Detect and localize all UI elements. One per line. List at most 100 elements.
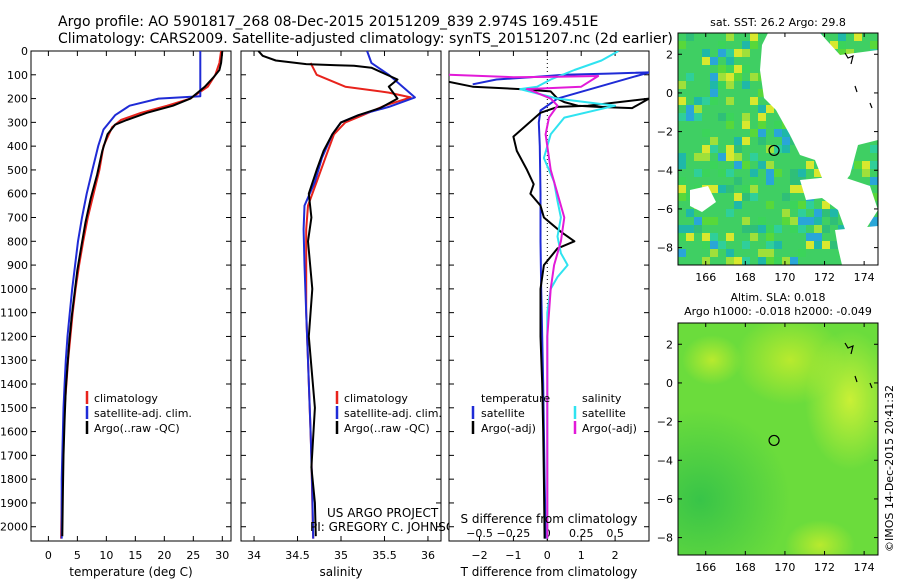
x-tick-label: 34.5 — [285, 549, 310, 562]
salinity-legend: climatology satellite-adj. clim. Argo(..… — [335, 391, 442, 435]
legend-header-salinity: salinity — [582, 392, 622, 405]
sst-cell — [790, 225, 798, 233]
x-tick-label: 10 — [99, 549, 113, 562]
temperature-panel: 0100200300400500600700800900100011001200… — [0, 45, 232, 579]
sst-cell — [742, 161, 750, 169]
sst-cell — [814, 209, 822, 217]
map-y-tick-label: −2 — [657, 416, 673, 429]
y-tick-label: 1800 — [0, 473, 28, 486]
sst-cell — [822, 225, 830, 233]
sst-cell — [766, 249, 774, 257]
sst-cell — [806, 161, 814, 169]
map-y-tick-label: −6 — [657, 493, 673, 506]
sst-map-frame — [677, 32, 879, 266]
sst-cell — [710, 161, 718, 169]
sst-cell — [830, 41, 838, 49]
sst-cell — [710, 73, 718, 81]
sst-cell — [774, 169, 782, 177]
sst-cell — [806, 201, 814, 209]
sst-cell — [742, 185, 750, 193]
sst-cell — [734, 161, 742, 169]
map-x-tick-label: 172 — [814, 561, 835, 574]
sst-cell — [758, 161, 766, 169]
y-tick-label: 1700 — [0, 449, 28, 462]
sst-cell — [838, 33, 846, 41]
salinity-x-axis: 34 34.5 35 35.5 36 — [241, 50, 441, 562]
x-tick-label: 1 — [578, 549, 585, 562]
x-tick-label: 5 — [74, 549, 81, 562]
sst-cell — [870, 145, 878, 153]
s-diff-tick-label: 0.5 — [606, 527, 624, 540]
sla-map-axes: 166 168 170 172 174 2 0 −2 −4 −6 −8 — [657, 323, 878, 574]
sst-cell — [710, 81, 718, 89]
sst-cell — [710, 241, 718, 249]
sst-cell — [742, 257, 750, 265]
series-line-argo-raw-qc- — [257, 51, 399, 537]
sst-cell — [766, 169, 774, 177]
sst-cell — [798, 209, 806, 217]
sst-cell — [790, 257, 798, 265]
sst-cell — [702, 49, 710, 57]
sst-cell — [822, 241, 830, 249]
x-tick-label: 20 — [157, 549, 171, 562]
y-tick-label: 1100 — [0, 307, 28, 320]
y-tick-label: 1900 — [0, 497, 28, 510]
sst-cell — [726, 169, 734, 177]
sst-cell — [726, 81, 734, 89]
map-y-tick-label: −8 — [657, 242, 673, 255]
series-line-salinity-argo-adj- — [449, 73, 600, 539]
sst-cell — [742, 137, 750, 145]
difference-xlabel: T difference from climatology — [460, 565, 638, 579]
sst-cell — [718, 241, 726, 249]
map-y-tick-label: 2 — [666, 48, 673, 61]
sst-cell — [686, 209, 694, 217]
sst-cell — [798, 249, 806, 257]
sst-cell — [790, 217, 798, 225]
sst-cell — [774, 225, 782, 233]
sst-cell — [718, 73, 726, 81]
sst-cell — [750, 129, 758, 137]
sst-cell — [854, 33, 862, 41]
sst-cells — [678, 33, 878, 265]
y-tick-label: 100 — [7, 69, 28, 82]
sst-cell — [750, 169, 758, 177]
sst-cell — [726, 153, 734, 161]
y-tick-label: 900 — [7, 259, 28, 272]
sst-cell — [806, 217, 814, 225]
sst-cell — [726, 49, 734, 57]
difference-legend: temperature salinity satellite Argo(-adj… — [471, 392, 637, 435]
sst-cell — [726, 233, 734, 241]
sst-cell — [766, 257, 774, 265]
sst-cell — [686, 113, 694, 121]
depth-axis: 0 100 200 300 400 500 600 700 800 900 1000 1100 1200… — [0, 45, 28, 534]
sst-cell — [678, 81, 686, 89]
sst-cell — [678, 97, 686, 105]
sla-map-panel: Altim. SLA: 0.018 Argo h1000: -0.018 h20… — [657, 291, 879, 574]
sst-cell — [678, 185, 686, 193]
sst-cell — [766, 177, 774, 185]
sst-cell — [750, 193, 758, 201]
sst-cell — [822, 201, 830, 209]
legend-label-temp-argo: Argo(-adj) — [481, 422, 536, 435]
sst-cell — [734, 153, 742, 161]
sla-map-title2: Argo h1000: -0.018 h2000: -0.049 — [684, 305, 872, 318]
sst-cell — [694, 169, 702, 177]
sst-cell — [750, 33, 758, 41]
sst-cell — [718, 113, 726, 121]
salinity-xlabel: salinity — [319, 565, 362, 579]
sst-cell — [734, 49, 742, 57]
x-tick-label: 15 — [128, 549, 142, 562]
sst-cell — [726, 33, 734, 41]
sla-high-south — [785, 520, 855, 555]
sst-cell — [822, 209, 830, 217]
y-tick-label: 1600 — [0, 426, 28, 439]
legend-label-sal-argo: Argo(-adj) — [582, 422, 637, 435]
sst-cell — [734, 65, 742, 73]
sst-cell — [870, 177, 878, 185]
sst-map-field — [678, 33, 878, 265]
sst-cell — [678, 161, 686, 169]
figure-title-line2: Climatology: CARS2009. Satellite-adjuste… — [58, 31, 673, 47]
sst-cell — [830, 217, 838, 225]
y-tick-label: 500 — [7, 164, 28, 177]
project-line1: US ARGO PROJECT — [327, 506, 439, 520]
